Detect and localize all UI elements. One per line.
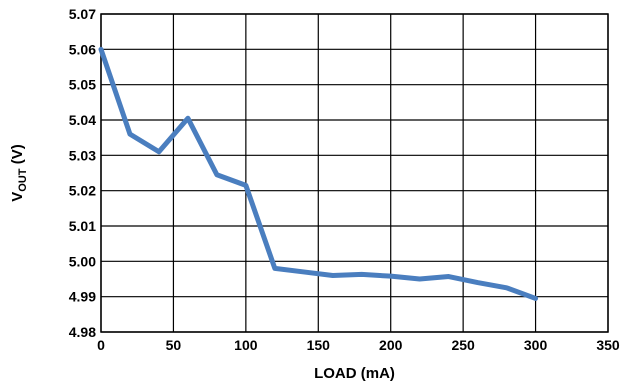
x-tick-label: 350 bbox=[596, 337, 620, 353]
y-axis-title-suffix: (V) bbox=[9, 144, 26, 168]
x-tick-label: 50 bbox=[166, 337, 182, 353]
x-tick-label: 150 bbox=[307, 337, 331, 353]
grid-lines bbox=[100, 13, 609, 333]
series-layer bbox=[98, 46, 539, 301]
x-tick-labels: 0 50 100 150 200 250 300 350 bbox=[97, 337, 620, 353]
plot-frame bbox=[100, 13, 609, 333]
x-tick-label: 250 bbox=[451, 337, 475, 353]
series-line bbox=[98, 46, 539, 301]
x-tick-label: 200 bbox=[379, 337, 403, 353]
y-tick-label: 5.03 bbox=[69, 147, 96, 163]
x-tick-label: 300 bbox=[524, 337, 548, 353]
y-axis-title: VOUT (V) bbox=[9, 144, 29, 201]
x-tick-label: 0 bbox=[97, 337, 105, 353]
y-tick-label: 5.07 bbox=[69, 6, 96, 22]
x-axis-title: LOAD (mA) bbox=[314, 365, 395, 382]
y-tick-label: 5.06 bbox=[69, 41, 96, 57]
y-tick-label: 4.99 bbox=[69, 289, 96, 305]
y-tick-label: 5.01 bbox=[69, 218, 96, 234]
y-tick-label: 5.05 bbox=[69, 77, 96, 93]
y-tick-label: 5.02 bbox=[69, 183, 96, 199]
y-tick-label: 5.04 bbox=[69, 112, 96, 128]
y-tick-labels: 4.98 4.99 5.00 5.01 5.02 5.03 5.04 5.05 5.06 5.07 bbox=[69, 6, 96, 340]
y-tick-label: 5.00 bbox=[69, 253, 96, 269]
y-tick-label: 4.98 bbox=[69, 324, 96, 340]
y-axis-title-subscript: OUT bbox=[17, 168, 29, 192]
x-tick-label: 100 bbox=[234, 337, 258, 353]
y-axis-title-main: V bbox=[9, 192, 26, 202]
